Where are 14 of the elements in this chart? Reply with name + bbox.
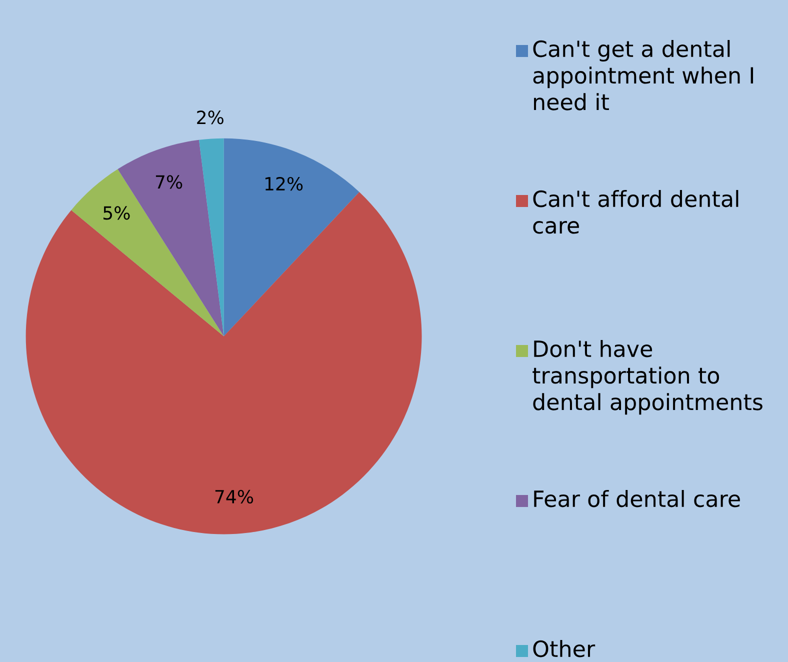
pie-slice — [26, 192, 422, 534]
legend-label: Don't have transportation to dental appointments — [532, 340, 762, 415]
data-label: 12% — [265, 176, 303, 191]
data-label: 2% — [197, 110, 224, 124]
data-label: 7% — [156, 175, 182, 189]
pie-slice — [224, 138, 360, 336]
pie-slice — [71, 169, 224, 336]
data-label: 5% — [104, 206, 130, 220]
legend-label: Can't afford dental care — [533, 190, 738, 234]
data-label: 74% — [215, 490, 254, 504]
legend-label: Fear of dental care — [534, 490, 740, 508]
pie-slice — [198, 138, 224, 336]
legend-label: Other — [533, 640, 596, 658]
legend-label: Can't get a dental appointment when I need it — [533, 40, 754, 110]
